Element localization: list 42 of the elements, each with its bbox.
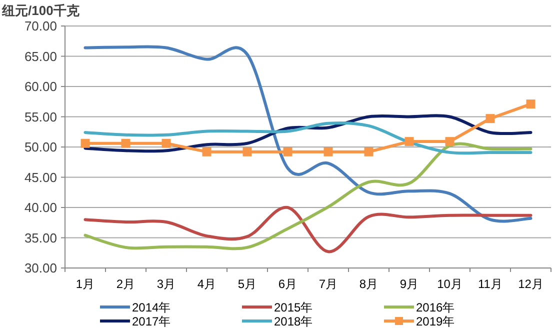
line-series bbox=[84, 121, 532, 155]
x-tick-label: 10月 bbox=[437, 277, 462, 291]
y-tick-label: 40.00 bbox=[24, 200, 57, 215]
x-tick-label: 12月 bbox=[518, 277, 544, 291]
x-tick-label: 6月 bbox=[278, 277, 298, 291]
y-tick-label: 45.00 bbox=[24, 170, 57, 185]
x-tick-label: 1月 bbox=[76, 277, 95, 291]
point bbox=[121, 138, 130, 148]
y-tick-label: 70.00 bbox=[24, 18, 57, 34]
point bbox=[445, 137, 454, 146]
y-tick-label: 30.00 bbox=[24, 260, 57, 276]
legend-label: 2015年 bbox=[274, 300, 313, 314]
x-tick-label: 5月 bbox=[238, 277, 257, 291]
x-tick-label: 8月 bbox=[359, 277, 378, 291]
line-series bbox=[84, 206, 532, 254]
x-tick-label: 7月 bbox=[318, 277, 338, 291]
legend-label: 2019年 bbox=[416, 314, 455, 328]
x-tick-label: 2月 bbox=[116, 277, 136, 291]
y-tick-label: 65.00 bbox=[24, 48, 57, 64]
y-axis-title: 纽元/100千克 bbox=[1, 3, 80, 18]
y-tick-label: 60.00 bbox=[24, 79, 57, 94]
legend-label: 2017年 bbox=[132, 314, 171, 328]
y-tick-label: 55.00 bbox=[24, 109, 57, 124]
legend-label: 2016年 bbox=[416, 300, 455, 314]
point bbox=[283, 147, 292, 156]
point bbox=[364, 147, 374, 156]
legend-label: 2014年 bbox=[132, 300, 171, 314]
point bbox=[324, 147, 333, 156]
x-tick-label: 3月 bbox=[156, 277, 176, 291]
point bbox=[526, 100, 536, 109]
x-tick-label: 11月 bbox=[478, 277, 502, 291]
point bbox=[486, 114, 495, 124]
x-tick-label: 4月 bbox=[197, 277, 216, 291]
legend-label: 2018年 bbox=[274, 314, 313, 328]
y-tick-label: 35.00 bbox=[24, 230, 57, 246]
point bbox=[404, 137, 414, 146]
point bbox=[242, 147, 252, 156]
y-tick-label: 50.00 bbox=[24, 140, 57, 154]
point bbox=[202, 147, 212, 156]
point bbox=[162, 138, 171, 148]
point bbox=[80, 138, 90, 148]
x-tick-label: 9月 bbox=[400, 277, 419, 291]
